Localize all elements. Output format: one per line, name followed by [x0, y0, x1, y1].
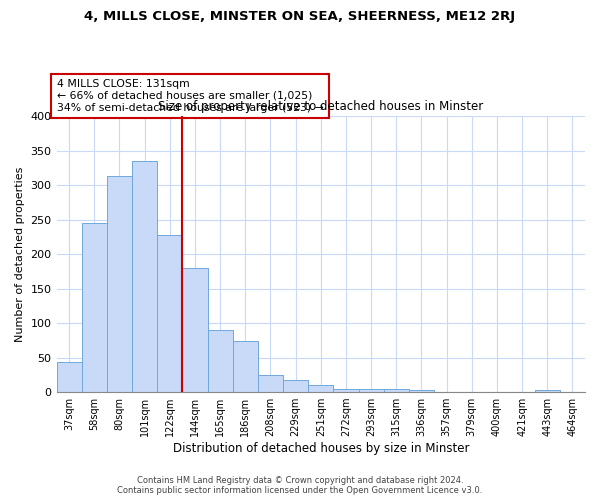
Bar [409, 390, 434, 392]
Bar [233, 341, 258, 392]
Bar [359, 388, 383, 392]
Bar [157, 236, 182, 392]
Title: Size of property relative to detached houses in Minster: Size of property relative to detached ho… [158, 100, 484, 114]
Bar [132, 161, 157, 392]
Y-axis label: Number of detached properties: Number of detached properties [15, 166, 25, 342]
Text: Contains HM Land Registry data © Crown copyright and database right 2024.
Contai: Contains HM Land Registry data © Crown c… [118, 476, 482, 495]
Bar [182, 268, 208, 392]
Bar [82, 223, 107, 392]
Bar [535, 390, 560, 392]
Text: 4, MILLS CLOSE, MINSTER ON SEA, SHEERNESS, ME12 2RJ: 4, MILLS CLOSE, MINSTER ON SEA, SHEERNES… [85, 10, 515, 23]
Bar [334, 390, 359, 392]
Bar [56, 362, 82, 392]
Bar [258, 375, 283, 392]
Bar [283, 380, 308, 392]
Bar [383, 388, 409, 392]
X-axis label: Distribution of detached houses by size in Minster: Distribution of detached houses by size … [173, 442, 469, 455]
Bar [107, 176, 132, 392]
Bar [208, 330, 233, 392]
Bar [308, 385, 334, 392]
Text: 4 MILLS CLOSE: 131sqm
← 66% of detached houses are smaller (1,025)
34% of semi-d: 4 MILLS CLOSE: 131sqm ← 66% of detached … [56, 80, 323, 112]
